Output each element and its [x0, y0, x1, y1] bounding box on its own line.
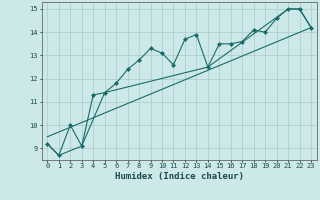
- X-axis label: Humidex (Indice chaleur): Humidex (Indice chaleur): [115, 172, 244, 181]
